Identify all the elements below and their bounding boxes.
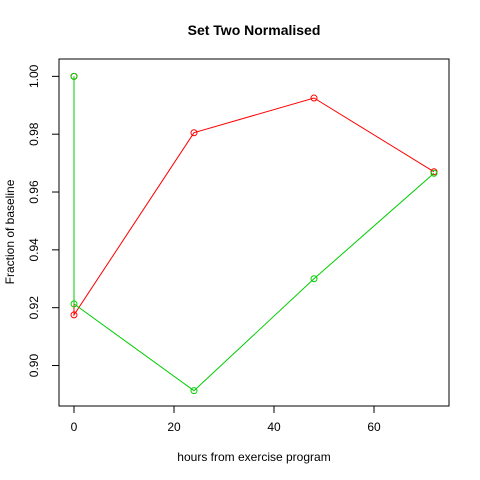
y-axis-label: Fraction of baseline bbox=[3, 179, 17, 284]
x-axis-label: hours from exercise program bbox=[177, 450, 330, 464]
chart-title: Set Two Normalised bbox=[188, 22, 321, 38]
series-2-point bbox=[190, 387, 198, 395]
y-axis: 0.90 0.92 0.94 0.96 0.98 1.00 bbox=[27, 64, 59, 377]
y-tick-label: 0.90 bbox=[27, 354, 41, 378]
x-tick-label: 40 bbox=[267, 420, 281, 434]
series-2-point bbox=[70, 72, 78, 80]
y-tick-label: 1.00 bbox=[27, 64, 41, 88]
series-2-line bbox=[73, 76, 435, 392]
series-1-line bbox=[73, 76, 435, 317]
y-tick-label: 0.98 bbox=[27, 122, 41, 146]
series-layer bbox=[70, 72, 438, 395]
series-1-point bbox=[70, 311, 78, 319]
series-2-point bbox=[430, 169, 438, 177]
plot-frame bbox=[58, 58, 450, 407]
series-2-point bbox=[310, 275, 318, 283]
series-1-point bbox=[190, 129, 198, 137]
x-tick-label: 60 bbox=[367, 420, 381, 434]
x-tick-label: 0 bbox=[71, 420, 78, 434]
series-1-point bbox=[310, 94, 318, 102]
y-tick-label: 0.92 bbox=[27, 296, 41, 320]
y-tick-label: 0.96 bbox=[27, 180, 41, 204]
x-axis: 0 20 40 60 bbox=[71, 406, 381, 434]
series-2-point bbox=[70, 300, 78, 308]
x-tick-label: 20 bbox=[167, 420, 181, 434]
y-tick-label: 0.94 bbox=[27, 238, 41, 262]
